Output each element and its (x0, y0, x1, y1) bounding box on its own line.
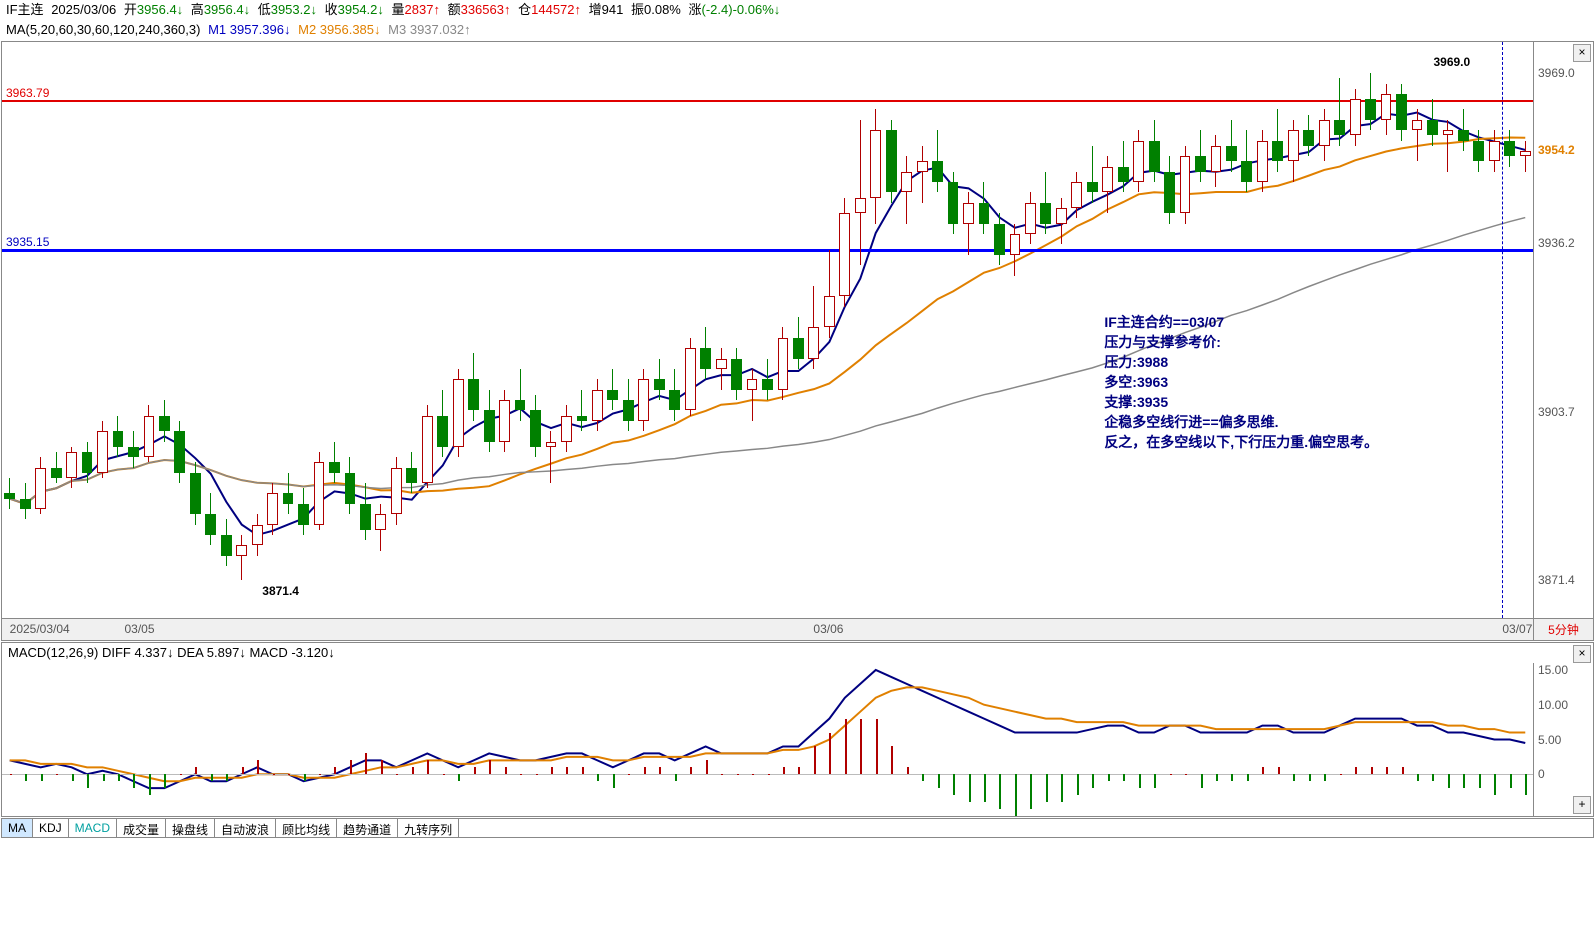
timeframe-label: 5分钟 (1533, 618, 1593, 640)
tab-成交量[interactable]: 成交量 (117, 819, 166, 837)
close-panel-icon[interactable]: × (1573, 645, 1591, 663)
tab-MACD[interactable]: MACD (69, 819, 117, 837)
x-tick-label: 2025/03/04 (10, 622, 70, 636)
ma-header: MA(5,20,60,30,60,120,240,360,3) M1 3957.… (0, 20, 1595, 40)
macd-y-tick: 15.00 (1538, 663, 1568, 677)
indicator-tabs: MAKDJMACD成交量操盘线自动波浪顾比均线趋势通道九转序列 (1, 818, 1594, 838)
price-chart[interactable]: 3963.79 3935.15 3871.4 3969.0 IF主连合约==03/07压… (1, 41, 1594, 641)
add-panel-icon[interactable]: + (1573, 796, 1591, 814)
tab-顾比均线[interactable]: 顾比均线 (276, 819, 337, 837)
y-tick-label: 3969.0 (1538, 66, 1575, 80)
y-tick-label: 3871.4 (1538, 573, 1575, 587)
hline-label: 3935.15 (6, 235, 49, 249)
tab-操盘线[interactable]: 操盘线 (166, 819, 215, 837)
symbol: IF主连 (6, 2, 44, 17)
y-tick-label: 3903.7 (1538, 405, 1575, 419)
macd-lines-overlay (2, 663, 1533, 816)
tab-MA[interactable]: MA (2, 819, 33, 837)
macd-y-tick: 10.00 (1538, 698, 1568, 712)
x-tick-label: 03/05 (124, 622, 154, 636)
price-x-axis: 2025/03/04 03/05 03/06 03/07 (2, 618, 1533, 640)
tab-九转序列[interactable]: 九转序列 (398, 819, 459, 837)
macd-y-axis: 15.00 10.00 5.00 0 (1533, 663, 1593, 816)
chart-header: IF主连 2025/03/06 开3956.4↓ 高3956.4↓ 低3953.… (0, 0, 1595, 20)
date: 2025/03/06 (51, 2, 116, 17)
x-tick-label: 03/06 (813, 622, 843, 636)
analysis-annotation: IF主连合约==03/07压力与支撑参考价:压力:3988多空:3963支撑:3… (1104, 312, 1378, 452)
x-tick-label: 03/07 (1502, 622, 1532, 636)
price-marker-label: 3969.0 (1433, 55, 1470, 69)
price-marker-label: 3871.4 (262, 584, 299, 598)
hline-label: 3963.79 (6, 86, 49, 100)
macd-y-tick: 5.00 (1538, 733, 1561, 747)
tab-自动波浪[interactable]: 自动波浪 (215, 819, 276, 837)
macd-panel[interactable]: MACD(12,26,9) DIFF 4.337↓ DEA 5.897↓ MAC… (1, 642, 1594, 817)
close-panel-icon[interactable]: × (1573, 44, 1591, 62)
macd-y-tick: 0 (1538, 767, 1545, 781)
price-y-axis: 3969.0 3954.2 3936.2 3903.7 3871.4 (1533, 42, 1593, 618)
y-tick-label: 3954.2 (1538, 143, 1575, 157)
tab-趋势通道[interactable]: 趋势通道 (337, 819, 398, 837)
macd-header: MACD(12,26,9) DIFF 4.337↓ DEA 5.897↓ MAC… (2, 643, 1593, 662)
y-tick-label: 3936.2 (1538, 236, 1575, 250)
tab-KDJ[interactable]: KDJ (33, 819, 69, 837)
